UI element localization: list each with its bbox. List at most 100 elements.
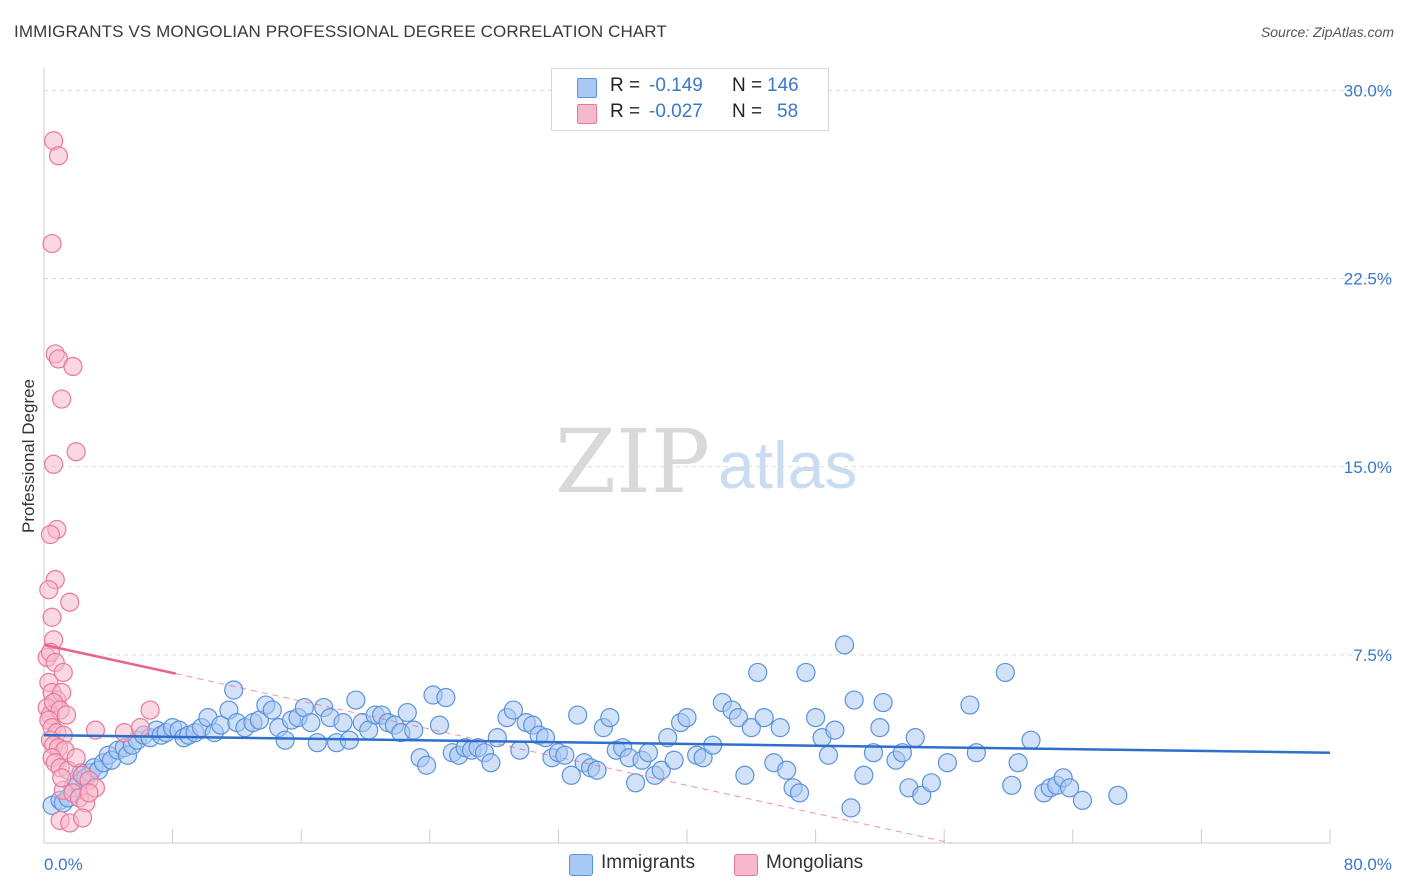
immigrants-point xyxy=(854,765,874,785)
legend-n-value: 146 xyxy=(767,75,799,96)
immigrants-point xyxy=(841,798,861,818)
immigrants-point xyxy=(754,707,774,728)
mongolians-trend-line-solid xyxy=(43,643,177,675)
immigrants-point xyxy=(333,713,353,733)
legend-r-label: R = xyxy=(610,75,641,96)
legend-n-label: N = xyxy=(732,101,763,122)
immigrants-point xyxy=(770,718,790,738)
y-tick-label: 7.5% xyxy=(1353,646,1392,665)
mongolians-point xyxy=(66,442,86,462)
legend-swatch-mongolians xyxy=(577,104,597,124)
gridlines xyxy=(44,90,1392,656)
mongolians-point xyxy=(56,705,77,725)
immigrants-point xyxy=(735,765,755,785)
immigrants-point xyxy=(638,743,659,763)
immigrants-point xyxy=(844,690,864,710)
immigrants-point xyxy=(535,728,556,748)
immigrants-point xyxy=(818,745,839,765)
immigrants-point xyxy=(960,695,980,715)
immigrants-point xyxy=(728,707,749,728)
mongolians-point xyxy=(39,580,59,600)
mongolians-point xyxy=(44,454,64,474)
immigrants-point xyxy=(1059,778,1080,798)
immigrants-point xyxy=(805,707,826,728)
immigrants-point xyxy=(873,692,893,713)
y-tick-label: 30.0% xyxy=(1344,82,1392,101)
legend-n-value: 58 xyxy=(777,101,799,122)
immigrants-point xyxy=(937,753,958,773)
mongolians-point xyxy=(53,662,73,683)
immigrants-point xyxy=(262,700,282,720)
immigrants-point xyxy=(600,707,620,728)
x-tick-label-max: 80.0% xyxy=(1344,855,1392,874)
immigrants-point xyxy=(416,755,437,775)
y-axis-tick-labels: 7.5% 15.0% 22.5% 30.0% xyxy=(1344,82,1392,665)
mongolians-point xyxy=(66,748,86,768)
y-axis-label: Professional Degree xyxy=(19,379,38,533)
legend-label-immigrants: Immigrants xyxy=(601,852,695,873)
mongolians-point xyxy=(52,768,72,788)
chart-title: IMMIGRANTS VS MONGOLIAN PROFESSIONAL DEG… xyxy=(14,22,667,41)
source-credit: Source: ZipAtlas.com xyxy=(1260,24,1394,40)
immigrants-point xyxy=(301,713,321,733)
mongolians-point xyxy=(114,723,134,743)
immigrants-point xyxy=(1008,753,1028,773)
immigrants-point xyxy=(275,730,295,750)
mongolians-point xyxy=(40,524,61,545)
immigrants-point xyxy=(870,718,890,738)
legend-n-label: N = xyxy=(732,75,763,96)
immigrants-point xyxy=(487,728,507,748)
immigrants-point xyxy=(397,702,417,723)
immigrants-point xyxy=(789,783,810,803)
immigrants-point xyxy=(307,733,327,753)
immigrants-point xyxy=(892,743,913,763)
y-tick-label: 15.0% xyxy=(1344,458,1392,477)
watermark-atlas: atlas xyxy=(718,428,857,502)
immigrants-point xyxy=(834,635,855,655)
immigrants-point xyxy=(1002,775,1022,795)
immigrants-point xyxy=(503,700,523,720)
mongolians-point xyxy=(140,700,160,720)
immigrants-point xyxy=(796,662,816,683)
immigrants-trend-line xyxy=(43,733,1331,754)
immigrants-point xyxy=(429,715,450,735)
immigrants-point xyxy=(966,743,986,763)
immigrants-point xyxy=(436,687,456,708)
mongolians-point xyxy=(42,233,62,254)
mongolians-point xyxy=(79,783,99,803)
x-axis-ticks xyxy=(172,829,1331,843)
immigrants-point xyxy=(625,773,646,793)
immigrants-point xyxy=(1072,790,1093,810)
legend-label-mongolians: Mongolians xyxy=(766,852,864,873)
y-tick-label: 22.5% xyxy=(1344,270,1392,289)
x-tick-label-min: 0.0% xyxy=(44,855,83,874)
immigrants-point xyxy=(510,740,530,760)
trend-lines xyxy=(43,643,1331,844)
immigrants-point xyxy=(777,760,797,780)
immigrants-point xyxy=(677,707,697,728)
immigrants-point xyxy=(748,662,768,683)
immigrants-point xyxy=(1108,785,1128,805)
mongolians-point xyxy=(130,718,151,738)
legend-r-label: R = xyxy=(610,101,641,122)
mongolians-point xyxy=(72,808,93,828)
immigrants-point xyxy=(555,745,575,765)
immigrants-point xyxy=(568,705,588,725)
legend-r-value: -0.149 xyxy=(649,75,703,96)
immigrants-point xyxy=(905,728,925,748)
immigrants-point xyxy=(825,720,845,740)
immigrants-points xyxy=(42,635,1128,818)
immigrants-point xyxy=(995,662,1015,683)
immigrants-point xyxy=(1021,730,1041,750)
legend-swatch-immigrants xyxy=(569,854,593,876)
mongolians-point xyxy=(48,146,69,166)
legend-swatch-immigrants xyxy=(577,78,597,98)
immigrants-point xyxy=(863,743,884,763)
stats-legend: R = -0.149 N = 146 R = -0.027 N = 58 xyxy=(551,68,829,131)
immigrants-point xyxy=(658,728,678,748)
mongolians-point xyxy=(52,389,72,409)
mongolians-point xyxy=(63,356,83,377)
immigrants-point xyxy=(561,765,581,785)
immigrants-point xyxy=(741,718,761,738)
mongolians-point xyxy=(42,607,62,627)
